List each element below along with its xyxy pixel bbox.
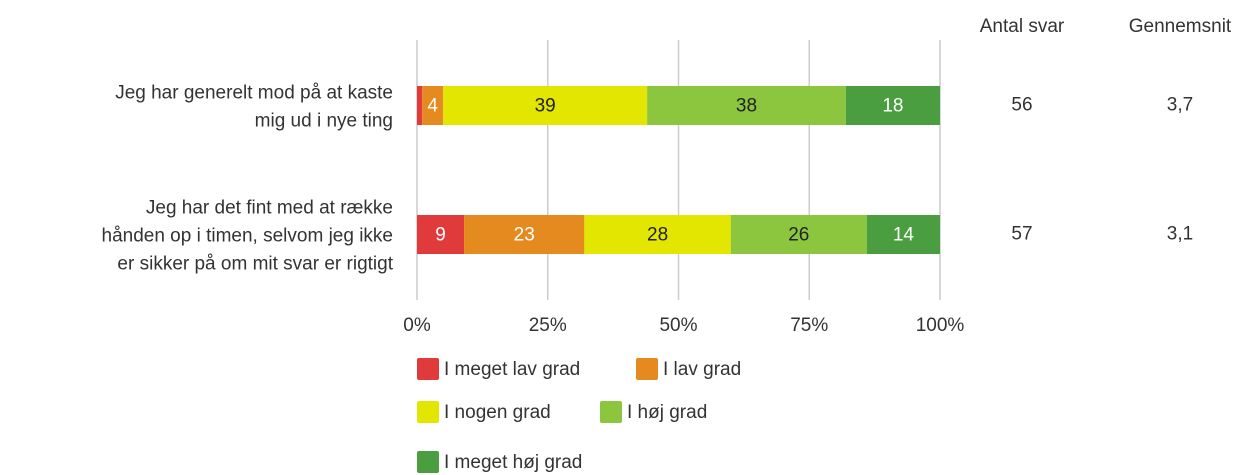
bar-segment [584,215,731,254]
x-tick-label: 100% [916,315,965,336]
legend-swatch [417,358,439,380]
x-tick-label: 0% [403,315,431,336]
column-header: Antal svar [980,16,1065,37]
data-label: 4 [427,96,438,117]
legend-label: I nogen grad [444,402,551,423]
data-label: 9 [435,225,446,246]
legend-label: I meget høj grad [444,452,582,473]
column-value: 3,7 [1167,95,1193,116]
category-label: Jeg har det fint med at række hånden op i… [102,198,394,275]
data-label: 14 [893,225,915,246]
bar-segment [845,86,940,125]
legend-label: I meget lav grad [444,359,580,380]
data-label: 26 [788,225,809,246]
data-label: 23 [514,225,535,246]
bar-segment [730,215,867,254]
x-tick-label: 75% [790,315,828,336]
data-label: 38 [736,96,757,117]
x-tick-label: 25% [529,315,567,336]
bar-segment [866,215,940,254]
data-label: 28 [647,225,668,246]
legend-swatch [636,358,658,380]
data-label: 18 [882,96,903,117]
legend-label: I høj grad [627,402,707,423]
legend-label: I lav grad [663,359,741,380]
bar-segment [417,215,465,254]
legend-swatch [417,401,439,423]
bar-segment [417,86,423,125]
bar-segment [464,215,585,254]
category-label: Jeg har generelt mod på at kaste mig ud i… [115,83,393,132]
column-value: 57 [1011,224,1032,245]
bar-segment [422,86,444,125]
data-label: 39 [535,96,556,117]
column-header: Gennemsnit [1129,16,1232,37]
legend-swatch [417,451,439,473]
column-value: 3,1 [1167,224,1193,245]
x-tick-label: 50% [659,315,697,336]
legend-swatch [600,401,622,423]
bar-segment [443,86,648,125]
column-value: 56 [1011,95,1032,116]
bar-segment [647,86,846,125]
